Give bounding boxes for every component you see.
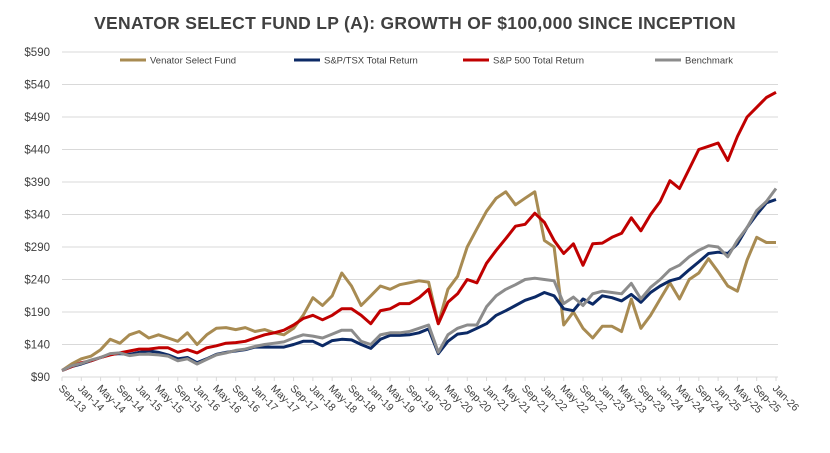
y-tick-label: $140 [24, 340, 50, 352]
y-tick-label: $540 [24, 80, 50, 92]
chart-title: VENATOR SELECT FUND LP (A): GROWTH OF $1… [94, 13, 736, 33]
y-tick-label: $340 [24, 210, 50, 222]
y-tick-label: $240 [24, 275, 50, 287]
gridlines [62, 51, 778, 378]
series-line-s-p-tsx-total-return [61, 198, 777, 372]
series-line-s-p-500-total-return [61, 90, 777, 372]
y-tick-label: $590 [24, 47, 50, 59]
y-tick-label: $290 [24, 242, 50, 254]
legend: Venator Select Fund S&P/TSX Total Return S… [120, 56, 733, 67]
y-tick-label: $90 [31, 372, 50, 384]
legend-label-s-p-500-total-return: S&P 500 Total Return [493, 56, 584, 67]
y-tick-label: $190 [24, 307, 50, 319]
series-lines [61, 90, 778, 372]
series-line-venator-select-fund [61, 190, 776, 372]
y-tick-label: $490 [24, 112, 50, 124]
y-tick-label: $390 [24, 177, 50, 189]
legend-label-venator-select-fund: Venator Select Fund [150, 56, 236, 67]
legend-label-s-p-tsx-total-return: S&P/TSX Total Return [324, 56, 418, 67]
x-axis: Sep-13Jan-14May-14Sep-14Jan-15May-15Sep-… [56, 377, 801, 416]
y-tick-label: $440 [24, 145, 50, 157]
y-axis: $90 $140 $190 $240 $290 $340 $390 $440 $490 $540 $… [24, 47, 50, 384]
series-line-benchmark [61, 187, 778, 372]
legend-label-benchmark: Benchmark [685, 56, 733, 67]
